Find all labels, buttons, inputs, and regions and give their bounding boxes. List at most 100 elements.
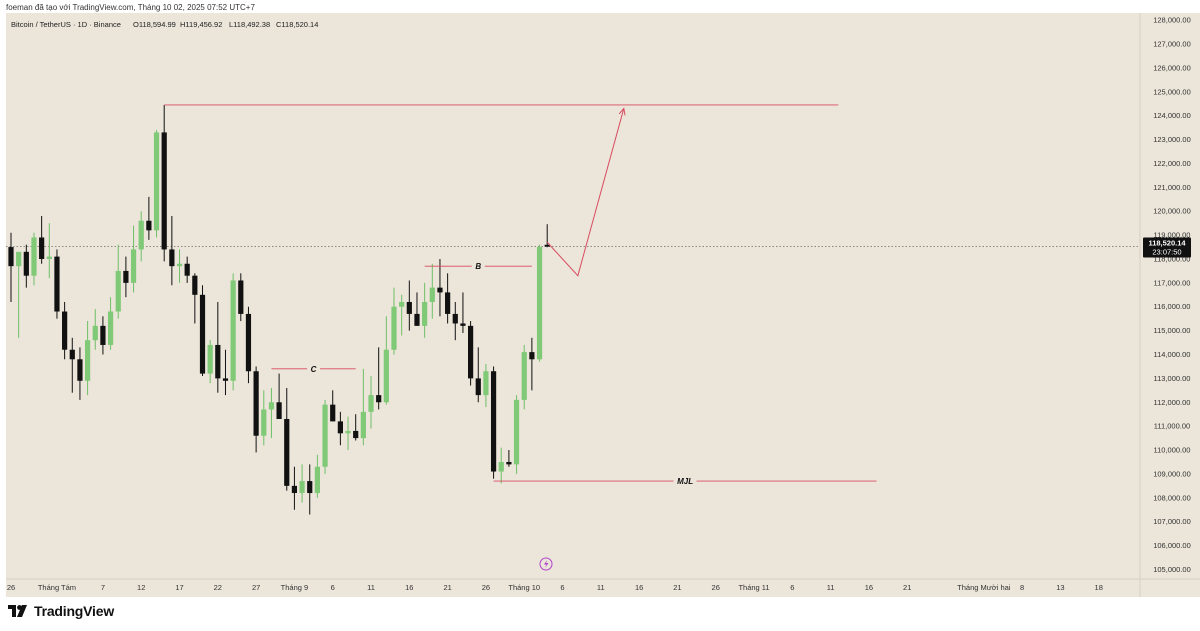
candle (422, 282, 428, 338)
level-b-label: B (475, 262, 481, 271)
level-b-line[interactable]: B (424, 262, 532, 271)
y-tick-label: 107,000.00 (1153, 517, 1191, 526)
event-icon[interactable] (539, 557, 553, 571)
candle-body (475, 378, 481, 396)
candle-body (307, 481, 313, 494)
candle-body (376, 395, 382, 403)
candle (123, 256, 129, 298)
x-tick-label: Tháng 11 (738, 583, 769, 592)
level-mjl-line[interactable]: MJL (493, 477, 877, 486)
candle-body (544, 244, 550, 247)
candle (92, 309, 98, 350)
candle (107, 297, 114, 350)
candle (360, 368, 366, 446)
candle-body (138, 220, 144, 250)
candle-body (391, 306, 397, 350)
projection-arrow[interactable] (546, 108, 625, 277)
candle-body (353, 430, 359, 439)
candle (46, 223, 52, 279)
x-tick-label: Tháng 9 (281, 583, 309, 592)
candle-body (69, 349, 75, 360)
candle (8, 232, 14, 302)
ohlc-high: H119,456.92 (180, 20, 222, 29)
candle (391, 287, 397, 355)
symbol-line: Bitcoin / TetherUS · 1D · Binance (11, 20, 121, 29)
candle (437, 258, 443, 317)
candle (498, 447, 504, 484)
candle-body (345, 430, 351, 434)
y-tick-label: 124,000.00 (1153, 111, 1191, 120)
candle (399, 294, 405, 336)
x-tick-label: 26 (7, 583, 15, 592)
candle (276, 373, 282, 419)
candle-body (322, 404, 328, 467)
x-tick-label: 16 (865, 583, 873, 592)
candle-body (513, 399, 520, 465)
candle-body (92, 325, 98, 341)
candle (337, 411, 343, 446)
x-tick-label: Tháng Tám (38, 583, 76, 592)
x-tick-label: 11 (827, 583, 835, 592)
candle (199, 285, 206, 377)
x-tick-label: 11 (597, 583, 605, 592)
level-c-line[interactable]: C (271, 365, 356, 374)
candle (376, 347, 382, 410)
candle (130, 225, 137, 293)
candle-body (31, 237, 37, 276)
x-tick-label: 21 (673, 583, 681, 592)
candle-body (253, 371, 259, 436)
plot-area[interactable] (6, 13, 1140, 579)
candle (261, 390, 267, 446)
x-tick-label: 13 (1056, 583, 1064, 592)
candle (16, 251, 22, 338)
candle (383, 316, 389, 405)
y-tick-label: 114,000.00 (1154, 350, 1191, 359)
candle (445, 273, 451, 324)
ohlc-open: O118,594.99 (133, 20, 176, 29)
candle-body (314, 466, 320, 494)
candle (322, 399, 328, 474)
candle (536, 244, 543, 362)
candle (153, 130, 160, 238)
candlestick-chart[interactable]: Bitcoin / TetherUS · 1D · Binance O118,5… (0, 13, 1200, 597)
y-tick-label: 116,000.00 (1154, 302, 1191, 311)
y-tick-label: 120,000.00 (1153, 207, 1191, 216)
candle-body (506, 461, 512, 465)
projection-arrowhead (618, 107, 626, 116)
candle (429, 263, 435, 319)
candle-body (161, 132, 167, 250)
candle-body (437, 287, 443, 293)
candle-body (230, 280, 236, 381)
y-tick-label: 113,000.00 (1154, 374, 1191, 383)
candle-body (406, 301, 412, 314)
candle-body (399, 301, 405, 307)
candle (268, 387, 275, 439)
candle (245, 306, 252, 384)
candle-body (199, 294, 206, 374)
candle (192, 273, 198, 324)
y-tick-label: 126,000.00 (1153, 63, 1191, 72)
x-tick-label: 18 (1095, 583, 1103, 592)
candle-body (383, 349, 389, 403)
candle-body (261, 409, 267, 436)
candle (299, 464, 305, 503)
candle-body (452, 313, 458, 324)
candle (207, 340, 213, 384)
footer (0, 597, 1200, 631)
candle-body (107, 311, 114, 345)
candle (184, 256, 190, 283)
candle (345, 416, 351, 451)
y-tick-label: 121,000.00 (1153, 183, 1191, 192)
y-tick-label: 106,000.00 (1153, 541, 1191, 550)
x-tick-label: 16 (635, 583, 643, 592)
candle (414, 292, 420, 326)
candle (353, 414, 359, 441)
candle-body (215, 344, 221, 379)
y-tick-label: 118,000.00 (1154, 254, 1191, 263)
candle (544, 224, 550, 248)
candle-body (299, 481, 305, 494)
candle-body (100, 325, 106, 345)
candle (230, 273, 236, 391)
candle (284, 387, 290, 491)
candle (330, 390, 336, 422)
